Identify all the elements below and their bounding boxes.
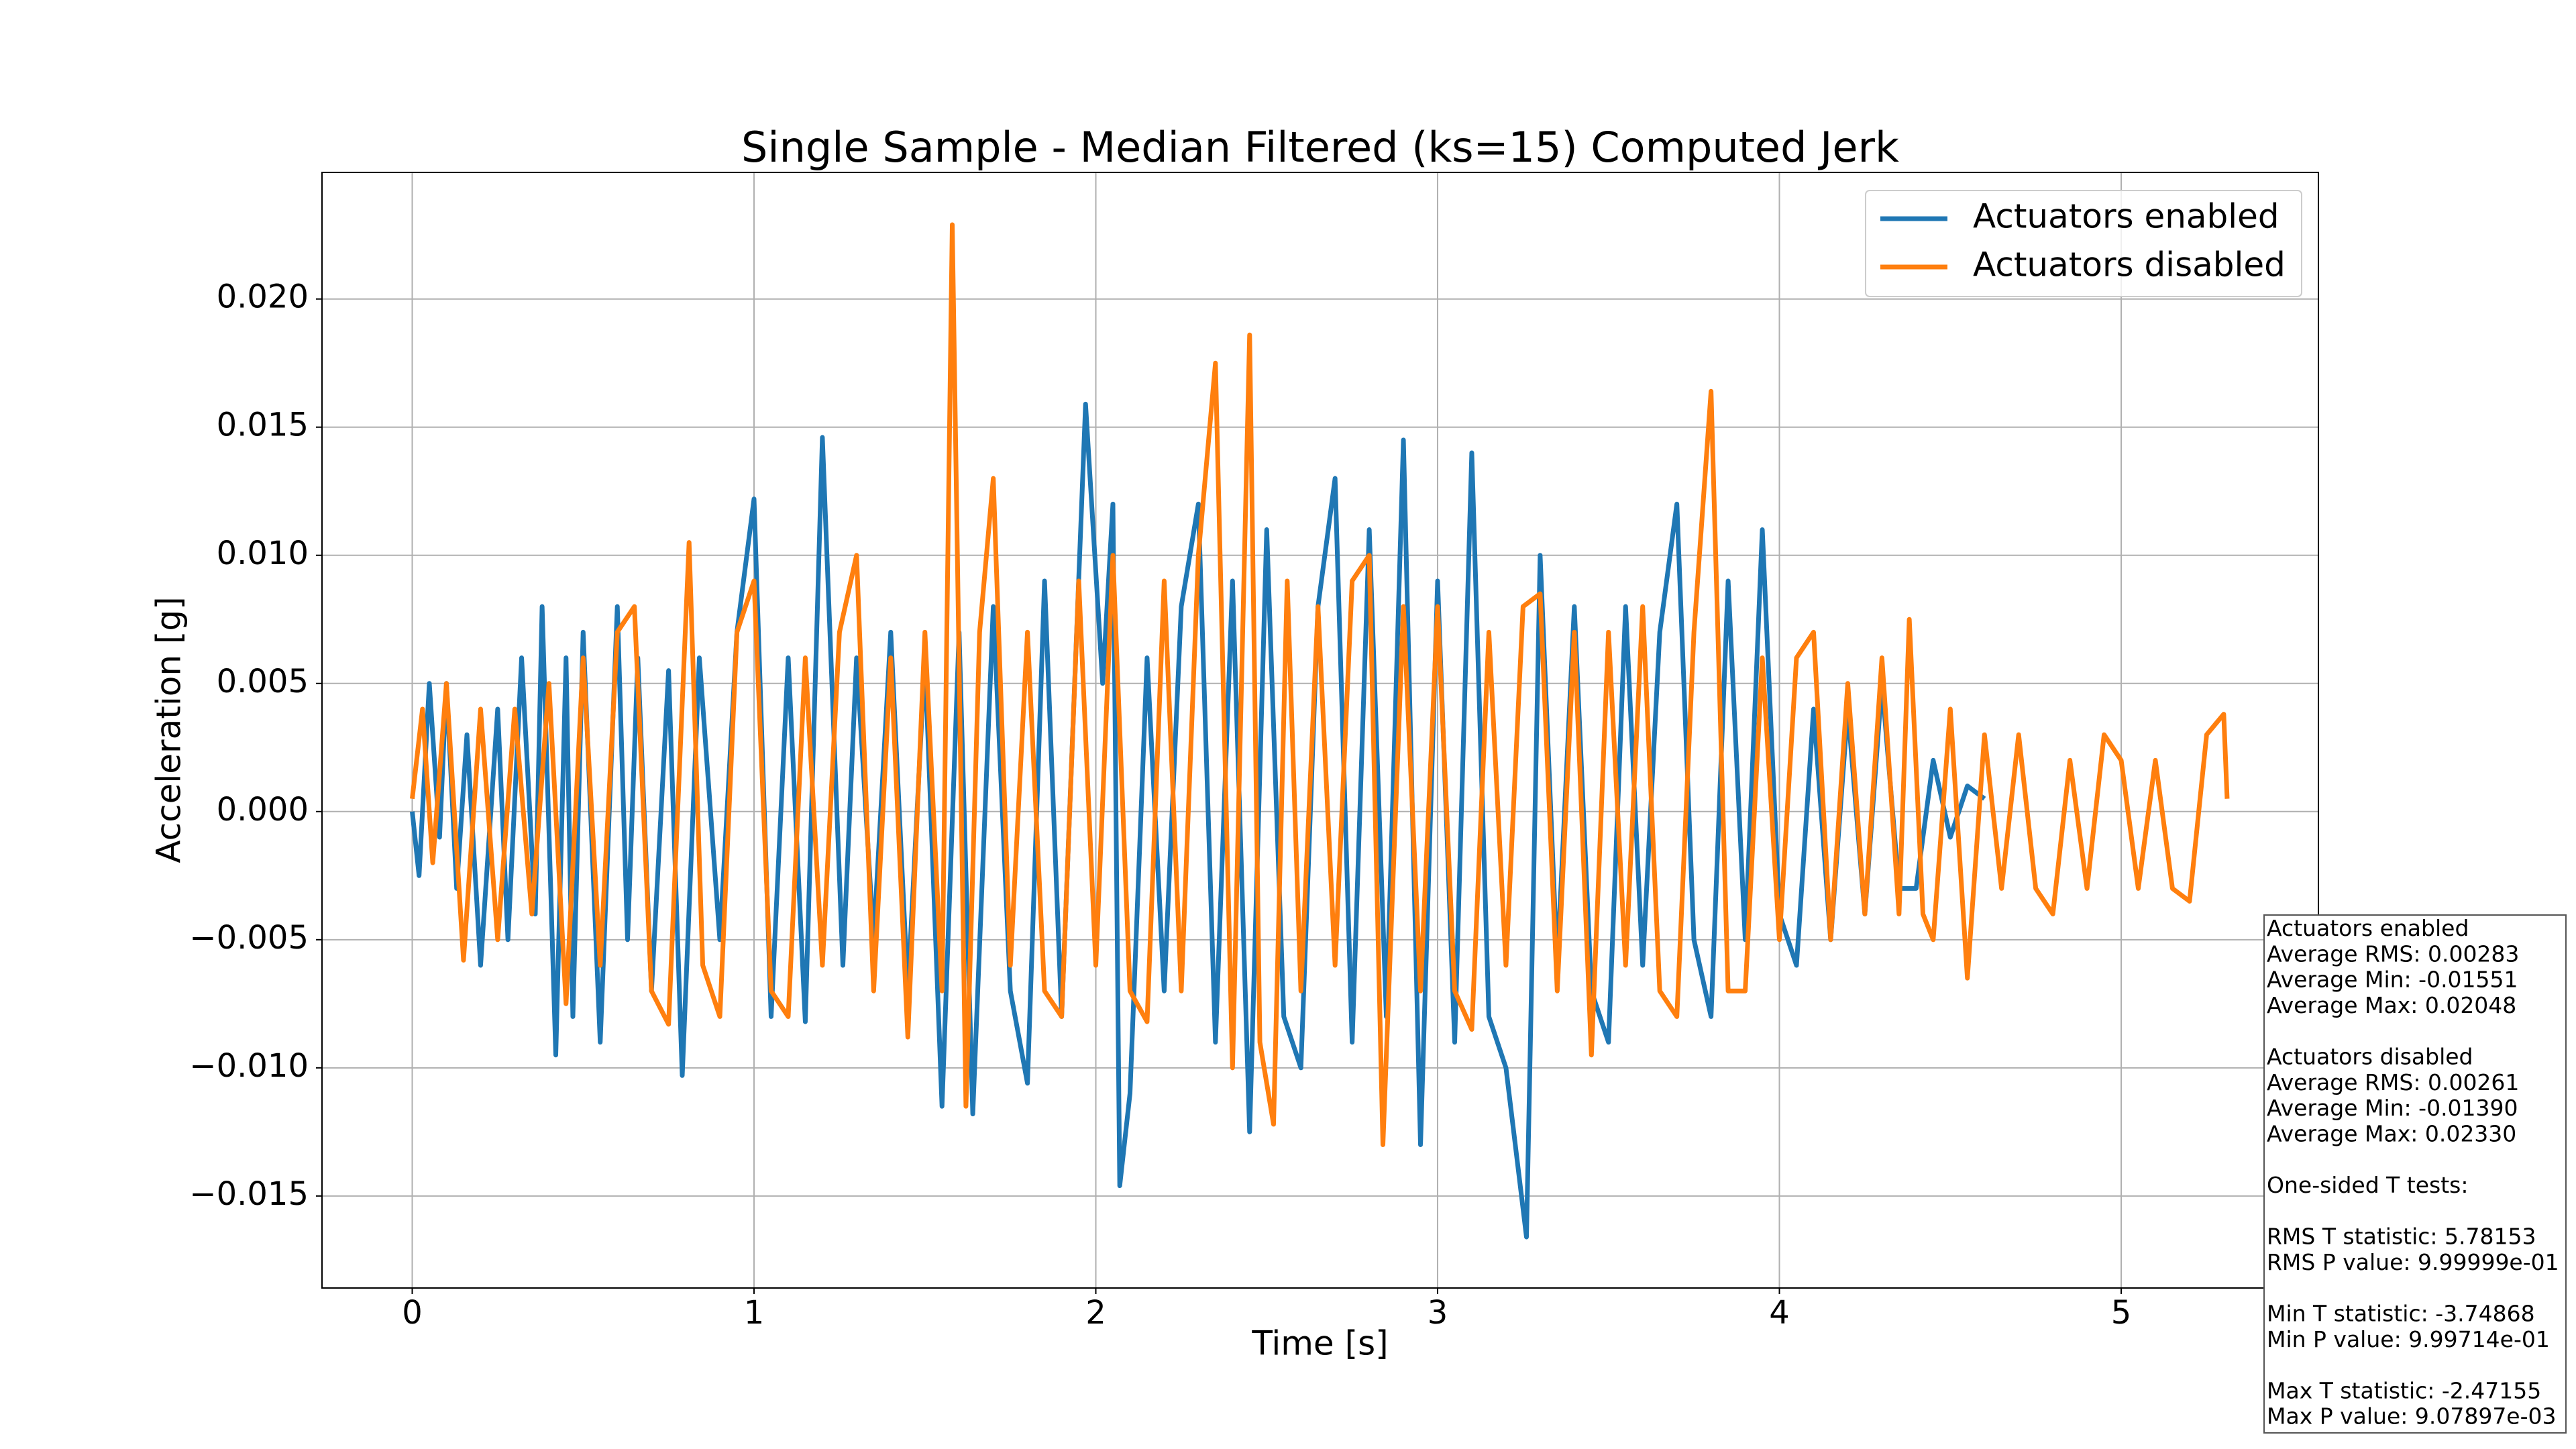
y-tick-label: −0.005: [189, 919, 309, 957]
y-tick-label: 0.000: [217, 791, 309, 828]
y-tick-label: −0.015: [189, 1175, 309, 1213]
stats-box: [2263, 914, 2567, 1434]
stats-text: RMS P value: 9.99999e-01: [2267, 1249, 2559, 1275]
plot-frame: [321, 172, 2319, 1289]
legend-box: [1865, 190, 2302, 297]
y-tick-label: 0.015: [217, 407, 309, 444]
y-axis-label: Acceleration [g]: [150, 596, 189, 863]
stats-text: Average RMS: 0.00261: [2267, 1069, 2519, 1095]
stats-text: Average Min: -0.01551: [2267, 967, 2518, 993]
stats-text: Average Min: -0.01390: [2267, 1095, 2518, 1121]
x-tick-label: 3: [1428, 1294, 1448, 1332]
stats-text: Average Max: 0.02330: [2267, 1120, 2516, 1146]
x-tick-label: 2: [1085, 1294, 1106, 1332]
y-tick-label: 0.005: [217, 663, 309, 700]
stats-text: One-sided T tests:: [2267, 1172, 2468, 1198]
y-tick-label: −0.010: [189, 1047, 309, 1085]
legend-label: Actuators disabled: [1973, 246, 2286, 284]
stats-text: RMS T statistic: 5.78153: [2267, 1224, 2536, 1250]
stats-text: Max P value: 9.07897e-03: [2267, 1403, 2557, 1430]
x-tick-label: 1: [744, 1294, 765, 1332]
series-line: [410, 401, 1986, 1240]
stats-text: Actuators disabled: [2267, 1044, 2473, 1070]
chart-title: Single Sample - Median Filtered (ks=15) …: [741, 123, 1899, 172]
x-tick-label: 5: [2111, 1294, 2132, 1332]
x-axis-label: Time [s]: [1251, 1324, 1388, 1363]
stats-text: Average RMS: 0.00283: [2267, 941, 2519, 967]
series-line: [410, 222, 2230, 1147]
y-tick-label: 0.010: [217, 535, 309, 572]
stats-text: Min P value: 9.99714e-01: [2267, 1326, 2550, 1352]
stats-text: Max T statistic: -2.47155: [2267, 1377, 2541, 1403]
stats-text: Min T statistic: -3.74868: [2267, 1301, 2535, 1327]
stats-text: Actuators enabled: [2267, 915, 2469, 941]
stats-text: Average Max: 0.02048: [2267, 992, 2516, 1018]
legend-label: Actuators enabled: [1973, 197, 2279, 236]
x-tick-label: 4: [1769, 1294, 1790, 1332]
x-tick-label: 0: [402, 1294, 423, 1332]
y-tick-label: 0.020: [217, 278, 309, 316]
